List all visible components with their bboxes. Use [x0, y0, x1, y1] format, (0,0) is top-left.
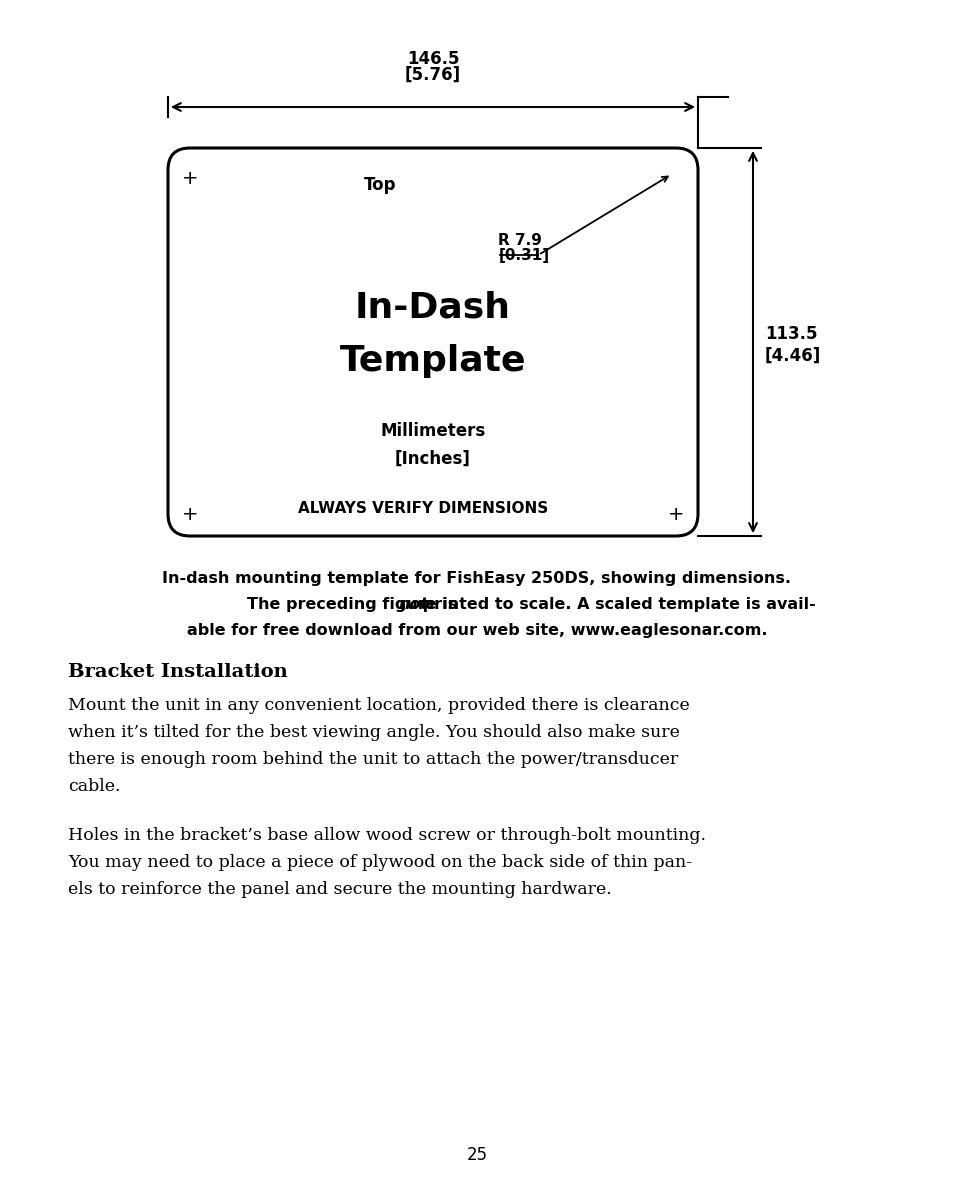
- Text: not: not: [397, 597, 428, 611]
- Text: [Inches]: [Inches]: [395, 450, 471, 468]
- Text: In-dash mounting template for FishEasy 250DS, showing dimensions.: In-dash mounting template for FishEasy 2…: [162, 571, 791, 586]
- Text: [0.31]: [0.31]: [497, 248, 549, 263]
- Text: Mount the unit in any convenient location, provided there is clearance: Mount the unit in any convenient locatio…: [68, 697, 689, 713]
- FancyBboxPatch shape: [168, 147, 698, 536]
- Text: there is enough room behind the unit to attach the power/transducer: there is enough room behind the unit to …: [68, 751, 678, 769]
- Text: +: +: [182, 505, 198, 524]
- Text: +: +: [667, 505, 683, 524]
- Text: Top: Top: [363, 176, 395, 194]
- Text: 146.5: 146.5: [406, 50, 458, 68]
- Text: able for free download from our web site, www.eaglesonar.com.: able for free download from our web site…: [187, 623, 766, 638]
- Text: You may need to place a piece of plywood on the back side of thin pan-: You may need to place a piece of plywood…: [68, 854, 691, 870]
- Text: 113.5: 113.5: [764, 325, 817, 343]
- Text: ALWAYS VERIFY DIMENSIONS: ALWAYS VERIFY DIMENSIONS: [297, 501, 548, 516]
- Text: +: +: [182, 169, 198, 187]
- Text: Bracket Installation: Bracket Installation: [68, 663, 288, 681]
- Text: when it’s tilted for the best viewing angle. You should also make sure: when it’s tilted for the best viewing an…: [68, 724, 679, 741]
- Text: [4.46]: [4.46]: [764, 347, 821, 364]
- Text: R 7.9: R 7.9: [497, 233, 541, 248]
- Text: Template: Template: [339, 344, 526, 379]
- Text: [5.76]: [5.76]: [404, 66, 460, 84]
- Text: In-Dash: In-Dash: [355, 290, 511, 324]
- Text: cable.: cable.: [68, 778, 120, 795]
- Text: Millimeters: Millimeters: [380, 422, 485, 440]
- Text: The preceding figure is: The preceding figure is: [247, 597, 462, 611]
- Text: printed to scale. A scaled template is avail-: printed to scale. A scaled template is a…: [416, 597, 815, 611]
- Text: 25: 25: [466, 1146, 487, 1164]
- Text: Holes in the bracket’s base allow wood screw or through-bolt mounting.: Holes in the bracket’s base allow wood s…: [68, 827, 705, 844]
- Text: els to reinforce the panel and secure the mounting hardware.: els to reinforce the panel and secure th…: [68, 881, 611, 898]
